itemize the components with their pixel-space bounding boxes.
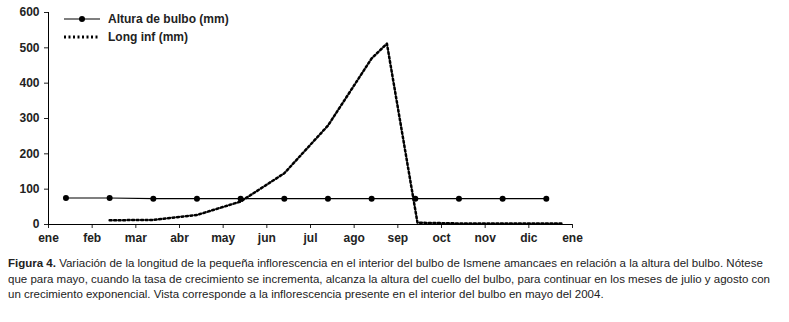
svg-text:100: 100 [19, 182, 39, 196]
html-text:Altura de bulbo (mm): Altura de bulbo (mm) [108, 12, 229, 26]
svg-text:200: 200 [19, 147, 39, 161]
svg-text:may: may [211, 231, 235, 245]
svg-text:0: 0 [33, 217, 40, 231]
svg-text:dic: dic [520, 231, 538, 245]
svg-text:feb: feb [83, 231, 101, 245]
html-text:Figura 4. Variación de la long: Figura 4. Variación de la longitud de la… [8, 257, 770, 300]
svg-text:abr: abr [170, 231, 189, 245]
svg-text:600: 600 [19, 5, 39, 19]
svg-text:500: 500 [19, 41, 39, 55]
svg-text:mar: mar [125, 231, 147, 245]
svg-text:oct: oct [433, 231, 451, 245]
svg-text:jul: jul [303, 231, 318, 245]
svg-text:jun: jun [257, 231, 276, 245]
svg-text:ene: ene [562, 231, 583, 245]
html-text:Long inf (mm): Long inf (mm) [108, 30, 188, 44]
svg-text:ago: ago [343, 231, 364, 245]
svg-text:nov: nov [474, 231, 496, 245]
svg-text:sep: sep [387, 231, 408, 245]
svg-text:ene: ene [38, 231, 59, 245]
svg-text:300: 300 [19, 111, 39, 125]
svg-text:400: 400 [19, 76, 39, 90]
